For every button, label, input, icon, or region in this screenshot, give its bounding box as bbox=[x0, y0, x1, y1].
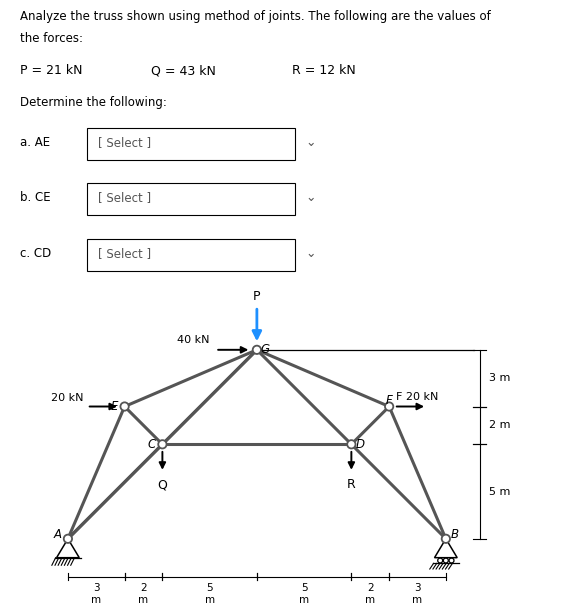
Text: ⌄: ⌄ bbox=[306, 191, 316, 204]
Text: a. AE: a. AE bbox=[20, 136, 50, 149]
Text: 40 kN: 40 kN bbox=[177, 335, 210, 345]
FancyBboxPatch shape bbox=[87, 183, 295, 215]
FancyBboxPatch shape bbox=[87, 128, 295, 160]
Text: 2
m: 2 m bbox=[139, 583, 149, 605]
Text: Determine the following:: Determine the following: bbox=[20, 96, 167, 109]
Text: [ Select ]: [ Select ] bbox=[98, 136, 151, 149]
Text: ⌄: ⌄ bbox=[306, 136, 316, 149]
Text: P = 21 kN: P = 21 kN bbox=[20, 64, 82, 77]
Text: 20 kN: 20 kN bbox=[50, 393, 83, 403]
Text: D: D bbox=[355, 438, 364, 451]
Text: B: B bbox=[450, 528, 458, 540]
Text: G: G bbox=[261, 343, 270, 356]
Text: 5 m: 5 m bbox=[489, 486, 511, 497]
Text: 5
m: 5 m bbox=[205, 583, 215, 605]
Circle shape bbox=[347, 440, 356, 448]
Circle shape bbox=[252, 345, 261, 354]
Text: c. CD: c. CD bbox=[20, 247, 51, 260]
Text: b. CE: b. CE bbox=[20, 191, 50, 204]
Text: 3
m: 3 m bbox=[91, 583, 102, 605]
Text: [ Select ]: [ Select ] bbox=[98, 191, 151, 204]
Text: P: P bbox=[253, 290, 261, 302]
Circle shape bbox=[442, 535, 450, 543]
Circle shape bbox=[158, 440, 167, 448]
Text: R = 12 kN: R = 12 kN bbox=[292, 64, 356, 77]
Circle shape bbox=[121, 402, 129, 411]
FancyBboxPatch shape bbox=[87, 239, 295, 271]
Text: C: C bbox=[148, 438, 156, 451]
Text: Analyze the truss shown using method of joints. The following are the values of: Analyze the truss shown using method of … bbox=[20, 10, 490, 22]
Text: 2 m: 2 m bbox=[489, 420, 511, 430]
Circle shape bbox=[385, 402, 393, 411]
Text: [ Select ]: [ Select ] bbox=[98, 247, 151, 260]
Text: Q = 43 kN: Q = 43 kN bbox=[151, 64, 217, 77]
Text: A: A bbox=[53, 528, 62, 540]
Text: F 20 kN: F 20 kN bbox=[396, 392, 438, 402]
Text: 5
m: 5 m bbox=[299, 583, 309, 605]
Text: F: F bbox=[386, 394, 393, 407]
Text: R: R bbox=[347, 479, 356, 491]
Text: ⌄: ⌄ bbox=[306, 247, 316, 260]
Text: the forces:: the forces: bbox=[20, 32, 82, 45]
Text: 3 m: 3 m bbox=[489, 373, 511, 383]
Text: Q: Q bbox=[158, 479, 167, 491]
Text: 3
m: 3 m bbox=[412, 583, 422, 605]
Text: 2
m: 2 m bbox=[365, 583, 375, 605]
Circle shape bbox=[64, 535, 72, 543]
Text: E: E bbox=[111, 400, 118, 413]
